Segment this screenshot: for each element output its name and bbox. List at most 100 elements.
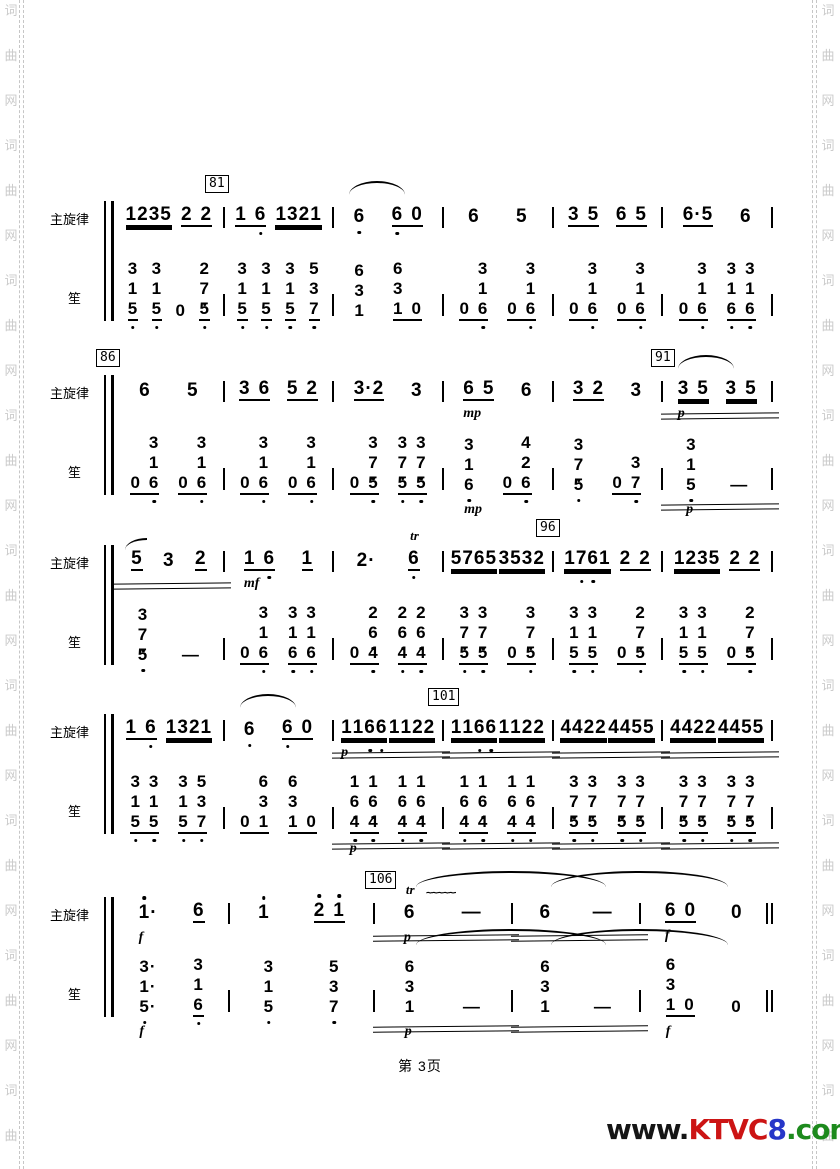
note-digit bbox=[360, 643, 368, 663]
note-digit: 5 bbox=[261, 299, 272, 318]
chord-row: 1 bbox=[526, 279, 536, 299]
note-digit: 6 bbox=[349, 792, 361, 811]
note-digit: 2 bbox=[137, 204, 149, 225]
note-digit: 1 bbox=[263, 977, 275, 996]
system-end-barline bbox=[771, 177, 774, 321]
note-digit: 1 bbox=[258, 902, 270, 923]
note-digit: 6 bbox=[587, 299, 599, 318]
note-digit: 3 bbox=[568, 204, 580, 225]
note-digit: 5 bbox=[416, 473, 427, 492]
note-digit bbox=[737, 812, 745, 832]
note-digit bbox=[580, 603, 588, 623]
barline bbox=[661, 351, 664, 495]
chord-row: 3 bbox=[526, 259, 536, 279]
margin-char: 曲 bbox=[4, 183, 18, 198]
note-digit bbox=[255, 548, 263, 569]
ktvc8-watermark: www.KTVC8.com bbox=[606, 1116, 840, 1144]
dynamic-mark: mp bbox=[463, 406, 482, 421]
note-digit: 3 bbox=[263, 957, 275, 976]
note-digit: 4 bbox=[525, 812, 537, 831]
chord-row: 4 4 bbox=[459, 812, 489, 834]
note-digit: 4 bbox=[572, 717, 584, 738]
note-digit bbox=[137, 717, 145, 738]
note-digit: 1 bbox=[285, 279, 296, 298]
note-digit: 1 bbox=[148, 453, 160, 472]
note-digit: 2 bbox=[416, 603, 427, 622]
note-digit bbox=[360, 812, 368, 832]
note-digit: 5 bbox=[635, 204, 647, 225]
measure-number-box: 86 bbox=[96, 349, 120, 367]
note-digit: 5 bbox=[697, 643, 708, 662]
note-digit bbox=[627, 204, 635, 225]
note-digit: 4 bbox=[507, 812, 518, 831]
note-digit: 6 bbox=[306, 643, 317, 662]
barline bbox=[661, 690, 664, 834]
note-digit: 5 bbox=[525, 643, 537, 662]
note-digit bbox=[631, 548, 639, 569]
chord-column: 0 bbox=[731, 997, 741, 1017]
note-digit: 2 bbox=[592, 378, 605, 399]
barline bbox=[551, 351, 554, 495]
chord-row: 3 bbox=[306, 433, 316, 453]
margin-char: 曲 bbox=[4, 993, 18, 1008]
chord-row: 1 bbox=[697, 279, 707, 299]
part-label-melody: 主旋律 bbox=[50, 908, 90, 923]
sheng-line: 3 1 5 p — bbox=[661, 419, 780, 517]
note-digit: 0 bbox=[349, 473, 361, 492]
margin-char: 网 bbox=[4, 498, 18, 513]
note-group: 6 bbox=[354, 206, 366, 227]
note-digit: 7 bbox=[368, 453, 379, 472]
note-digit: 4 bbox=[608, 717, 620, 738]
sheng-line: 3 7 5 — bbox=[115, 589, 223, 665]
note-digit bbox=[689, 378, 697, 399]
note-digit: 2 bbox=[693, 717, 705, 738]
note-group: 3 5 bbox=[568, 204, 600, 227]
note-digit: 3 bbox=[261, 259, 272, 278]
note-digit: 3 bbox=[745, 259, 756, 278]
chord-column: 3· 1· 5· f bbox=[139, 957, 156, 1039]
barline bbox=[332, 351, 335, 495]
chord-row: 0 6 bbox=[507, 299, 537, 321]
note-digit bbox=[251, 643, 259, 663]
chord-row: 0 6 bbox=[569, 299, 599, 321]
barline bbox=[332, 521, 335, 665]
note-digit: 1 bbox=[678, 623, 690, 642]
note-digit: 1 bbox=[333, 900, 345, 921]
note-digit: 1 bbox=[258, 453, 270, 472]
margin-char: 词 bbox=[4, 273, 18, 288]
sheng-line: 6 3 1— bbox=[510, 929, 729, 1033]
note-digit bbox=[189, 473, 197, 493]
barline bbox=[222, 351, 225, 495]
note-digit bbox=[737, 792, 745, 812]
note-digit: 7 bbox=[678, 792, 690, 811]
note-digit: 6 bbox=[281, 717, 294, 738]
note-digit: 7 bbox=[196, 812, 208, 831]
note-group: 1235 bbox=[673, 548, 721, 571]
chord-row: 6 bbox=[464, 475, 474, 495]
system-start-barline bbox=[104, 714, 114, 834]
note-group: 1· f bbox=[139, 902, 158, 945]
left-margin-dashed-line bbox=[19, 0, 20, 1169]
chord-row: 4 4 bbox=[349, 812, 379, 834]
margin-char: 词 bbox=[821, 678, 835, 693]
note-digit: 3 bbox=[397, 433, 409, 452]
note-digit: 1 bbox=[540, 997, 551, 1016]
note-digit: 6 bbox=[726, 299, 738, 318]
note-digit: 1 bbox=[665, 995, 677, 1014]
note-group: 6 bbox=[244, 719, 256, 740]
chord-column: — bbox=[594, 997, 612, 1017]
note-digit: 6 bbox=[375, 717, 388, 738]
note-digit: 3 bbox=[573, 435, 585, 454]
chord-row: 5 5 bbox=[569, 643, 599, 665]
right-margin-dashed-line bbox=[812, 0, 813, 1169]
